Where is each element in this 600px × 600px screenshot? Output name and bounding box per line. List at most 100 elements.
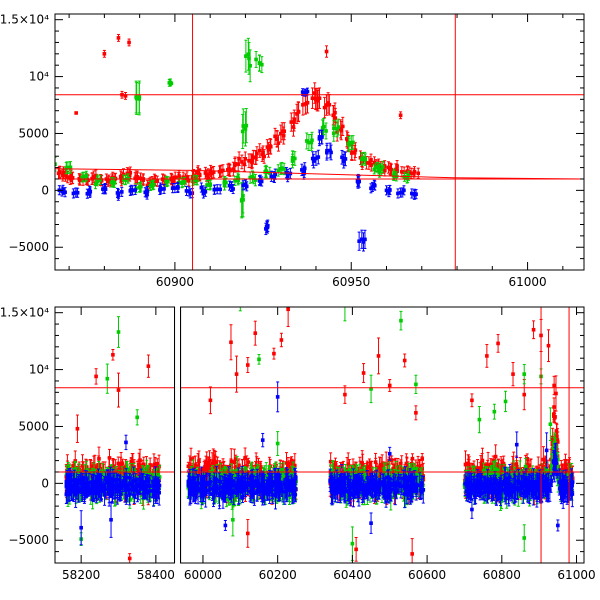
point-blue — [369, 186, 373, 191]
point-blue — [316, 155, 321, 159]
point-red — [345, 137, 349, 141]
point-red — [353, 464, 357, 468]
point-blue — [372, 183, 377, 187]
point-red — [91, 464, 96, 468]
point-green — [110, 180, 115, 184]
point-red — [127, 40, 131, 45]
point-red — [295, 112, 299, 116]
point-green — [55, 162, 57, 166]
point-red — [377, 472, 381, 476]
point-red — [244, 464, 249, 468]
point-red — [205, 464, 210, 468]
point-green — [112, 180, 117, 185]
x-tick-label: 60900 — [156, 275, 194, 289]
point-blue — [258, 177, 263, 182]
point-red — [237, 463, 241, 468]
point-green — [251, 176, 256, 180]
point-green — [290, 159, 295, 163]
point-green — [241, 124, 246, 128]
point-green — [243, 127, 248, 131]
point-blue — [63, 190, 67, 195]
point-red — [372, 160, 377, 165]
point-red — [407, 170, 411, 174]
point-red — [225, 469, 229, 474]
point-red — [412, 172, 416, 176]
point-red — [257, 148, 262, 153]
point-green — [205, 183, 209, 187]
point-green — [254, 57, 258, 62]
point-red — [121, 172, 126, 177]
point-red — [189, 457, 193, 461]
point-red — [135, 468, 140, 472]
point-blue — [329, 150, 333, 155]
point-blue — [158, 185, 163, 190]
point-blue — [272, 175, 277, 180]
point-red — [324, 49, 329, 54]
point-blue — [384, 188, 389, 193]
point-blue — [387, 190, 391, 194]
point-green — [331, 131, 336, 136]
point-red — [324, 103, 329, 107]
point-green — [392, 171, 396, 176]
point-green — [240, 129, 245, 134]
point-red — [386, 165, 391, 170]
point-blue — [103, 187, 108, 192]
point-red — [133, 176, 137, 181]
point-red — [197, 468, 202, 472]
point-red — [141, 178, 145, 182]
point-green — [376, 165, 380, 169]
point-red — [203, 464, 207, 469]
point-red — [262, 154, 266, 159]
point-green — [244, 54, 248, 58]
point-red — [339, 128, 344, 133]
point-blue — [176, 185, 180, 189]
point-blue — [325, 148, 329, 153]
point-red — [301, 103, 305, 107]
point-blue — [128, 189, 133, 193]
point-red — [303, 102, 308, 106]
point-red — [247, 158, 251, 163]
point-blue — [311, 159, 316, 163]
point-green — [247, 56, 251, 61]
point-blue — [203, 189, 208, 194]
point-red — [265, 145, 270, 149]
point-red — [129, 463, 134, 468]
point-green — [191, 177, 196, 182]
point-red — [378, 465, 383, 470]
point-green — [233, 179, 237, 183]
point-blue — [388, 188, 392, 192]
point-blue — [343, 157, 348, 161]
point-red — [196, 464, 200, 468]
point-red — [473, 471, 478, 475]
point-red — [212, 468, 217, 473]
point-green — [406, 173, 411, 178]
point-red — [246, 460, 251, 464]
point-green — [224, 180, 228, 185]
point-green — [134, 96, 139, 101]
point-blue — [285, 174, 290, 179]
point-green — [98, 178, 102, 182]
point-green — [239, 199, 244, 203]
point-red — [296, 110, 301, 114]
point-red — [377, 468, 382, 473]
point-red — [78, 177, 82, 182]
point-blue — [361, 240, 366, 244]
point-red — [255, 151, 259, 156]
point-red — [94, 173, 98, 178]
point-red — [135, 175, 140, 179]
point-red — [204, 460, 209, 465]
point-green — [151, 183, 155, 188]
point-green — [253, 178, 258, 182]
point-blue — [360, 237, 364, 242]
point-green — [376, 167, 381, 172]
point-green — [123, 178, 128, 182]
point-red — [170, 177, 174, 182]
point-red — [369, 158, 373, 163]
point-red — [153, 178, 158, 183]
point-red — [237, 156, 241, 161]
point-blue — [241, 183, 245, 188]
point-blue — [119, 190, 124, 194]
point-green — [241, 194, 245, 198]
point-red — [253, 155, 258, 160]
